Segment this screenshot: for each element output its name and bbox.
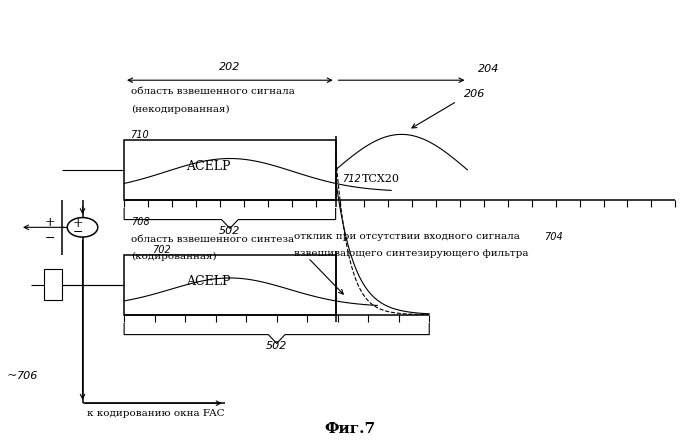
Text: ~: ~	[6, 369, 17, 382]
Text: 712: 712	[343, 174, 361, 184]
Text: 502: 502	[219, 226, 240, 236]
Text: 706: 706	[17, 371, 38, 381]
Text: −: −	[73, 226, 84, 239]
Text: 708: 708	[131, 217, 150, 227]
Text: (кодированная): (кодированная)	[131, 252, 217, 261]
Text: область взвешенного синтеза: область взвешенного синтеза	[131, 235, 294, 244]
Text: 502: 502	[266, 341, 287, 351]
Bar	[124, 140, 336, 200]
Text: 206: 206	[464, 89, 485, 99]
Text: TCX20: TCX20	[362, 174, 400, 184]
Text: (некодированная): (некодированная)	[131, 104, 230, 114]
Text: к кодированию окна FAC: к кодированию окна FAC	[87, 409, 224, 418]
Text: Фиг.7: Фиг.7	[324, 422, 375, 436]
Text: +: +	[73, 217, 84, 230]
Bar	[44, 269, 62, 300]
Text: 202: 202	[219, 62, 240, 73]
Text: 704: 704	[544, 232, 563, 242]
Text: область взвешенного сигнала: область взвешенного сигнала	[131, 87, 295, 96]
Text: ACELP: ACELP	[187, 276, 231, 289]
Text: 204: 204	[477, 64, 499, 74]
Text: 702: 702	[152, 245, 171, 255]
Text: 710: 710	[130, 130, 148, 140]
Text: −: −	[45, 232, 55, 245]
Bar	[124, 255, 336, 314]
Text: +: +	[45, 216, 55, 229]
Text: ACELP: ACELP	[187, 160, 231, 173]
Text: взвешивающего синтезирующего фильтра: взвешивающего синтезирующего фильтра	[294, 249, 528, 258]
Text: отклик при отсутствии входного сигнала: отклик при отсутствии входного сигнала	[294, 232, 520, 241]
